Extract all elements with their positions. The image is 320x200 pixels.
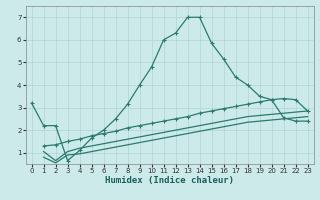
X-axis label: Humidex (Indice chaleur): Humidex (Indice chaleur)	[105, 176, 234, 185]
